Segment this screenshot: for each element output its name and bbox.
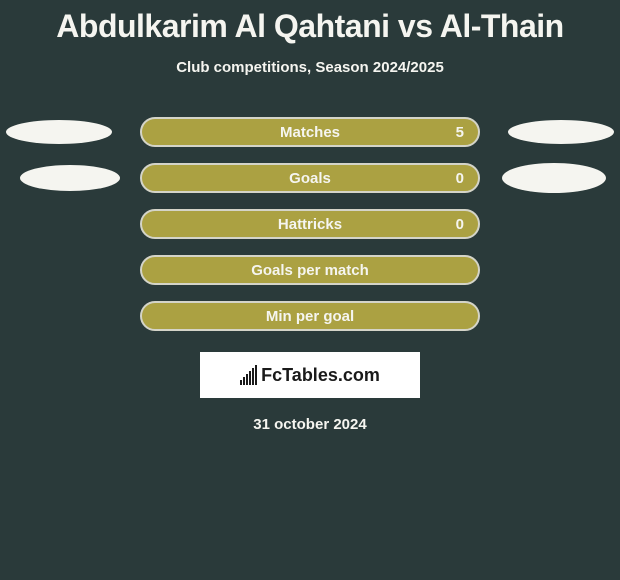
right-ellipse-icon [502, 163, 606, 193]
left-ellipse-icon [20, 165, 120, 191]
main-container: Abdulkarim Al Qahtani vs Al-Thain Club c… [0, 0, 620, 433]
stat-row-goals-per-match: Goals per match [0, 254, 620, 286]
stat-value: 5 [456, 124, 464, 141]
stat-row-min-per-goal: Min per goal [0, 300, 620, 332]
stat-bar-min-per-goal: Min per goal [140, 301, 480, 331]
stats-area: Matches 5 Goals 0 Hattricks 0 Goals per … [0, 116, 620, 332]
logo-text: FcTables.com [261, 365, 380, 386]
stat-row-hattricks: Hattricks 0 [0, 208, 620, 240]
stat-bar-hattricks: Hattricks 0 [140, 209, 480, 239]
stat-label: Goals per match [251, 262, 369, 279]
stat-bar-goals-per-match: Goals per match [140, 255, 480, 285]
stat-label: Hattricks [278, 216, 342, 233]
right-ellipse-icon [508, 120, 614, 144]
logo-box[interactable]: FcTables.com [200, 352, 420, 398]
stat-label: Min per goal [266, 308, 354, 325]
left-ellipse-icon [6, 120, 112, 144]
subtitle: Club competitions, Season 2024/2025 [0, 59, 620, 76]
stat-bar-goals: Goals 0 [140, 163, 480, 193]
chart-icon [240, 365, 257, 385]
date-text: 31 october 2024 [0, 416, 620, 433]
stat-bar-matches: Matches 5 [140, 117, 480, 147]
stat-value: 0 [456, 170, 464, 187]
stat-label: Goals [289, 170, 331, 187]
stat-value: 0 [456, 216, 464, 233]
stat-row-matches: Matches 5 [0, 116, 620, 148]
page-title: Abdulkarim Al Qahtani vs Al-Thain [0, 8, 620, 45]
stat-row-goals: Goals 0 [0, 162, 620, 194]
stat-label: Matches [280, 124, 340, 141]
